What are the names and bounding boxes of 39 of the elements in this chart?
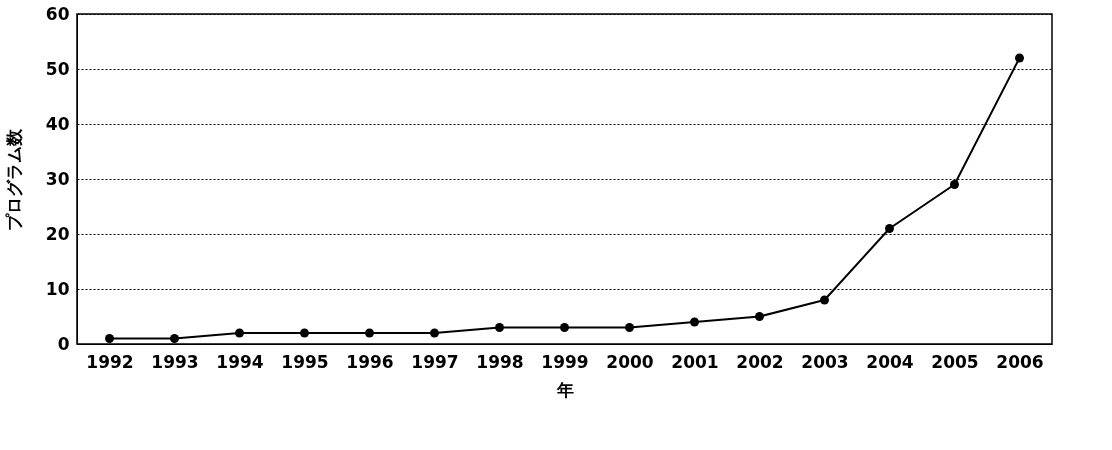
point xyxy=(170,334,179,343)
x-tick-label: 1998 xyxy=(476,351,524,372)
point xyxy=(820,295,829,305)
x-tick-label: 1993 xyxy=(151,351,199,372)
point xyxy=(1015,53,1024,63)
x-tick-label: 2005 xyxy=(931,351,979,372)
point xyxy=(235,328,244,338)
point xyxy=(300,328,309,338)
point xyxy=(105,334,114,343)
y-tick-label: 30 xyxy=(45,168,70,189)
point xyxy=(950,180,959,189)
y-tick-label: 10 xyxy=(45,278,70,299)
point xyxy=(560,323,569,332)
x-tick-label: 2001 xyxy=(671,351,719,372)
y-tick-label: 20 xyxy=(45,223,70,244)
x-tick-label: 1992 xyxy=(86,351,134,372)
x-tick-label: 2003 xyxy=(801,351,849,372)
point xyxy=(365,328,374,338)
x-tick-label: 2002 xyxy=(736,351,784,372)
x-tick-label: 2004 xyxy=(866,351,914,372)
y-tick-label: 50 xyxy=(45,58,70,79)
x-tick-label: 2000 xyxy=(606,351,654,372)
x-tick-label: 1994 xyxy=(216,351,264,372)
point xyxy=(495,323,504,332)
y-tick-label: 40 xyxy=(45,113,70,134)
x-tick-label: 1996 xyxy=(346,351,394,372)
point xyxy=(885,224,894,233)
x-tick-label: 1995 xyxy=(281,351,329,372)
point xyxy=(690,317,699,327)
x-tick-label: 2006 xyxy=(996,351,1044,372)
x-axis-title: 年 xyxy=(555,379,574,400)
point xyxy=(625,323,634,332)
x-tick-label: 1997 xyxy=(411,351,459,372)
y-tick-label: 0 xyxy=(57,333,70,354)
y-tick-label: 60 xyxy=(45,3,70,24)
point xyxy=(430,328,439,338)
point xyxy=(755,312,764,321)
y-axis-title: プログラム数 xyxy=(3,127,24,231)
x-tick-label: 1999 xyxy=(541,351,589,372)
